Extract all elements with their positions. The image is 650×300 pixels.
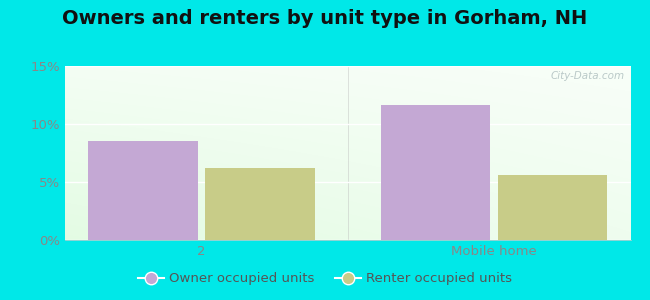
- Bar: [88, 141, 198, 240]
- Bar: [498, 175, 607, 240]
- Text: Owners and renters by unit type in Gorham, NH: Owners and renters by unit type in Gorha…: [62, 9, 588, 28]
- Bar: [381, 105, 490, 240]
- Legend: Owner occupied units, Renter occupied units: Owner occupied units, Renter occupied un…: [133, 267, 517, 290]
- Text: City-Data.com: City-Data.com: [551, 71, 625, 81]
- Bar: [205, 168, 315, 240]
